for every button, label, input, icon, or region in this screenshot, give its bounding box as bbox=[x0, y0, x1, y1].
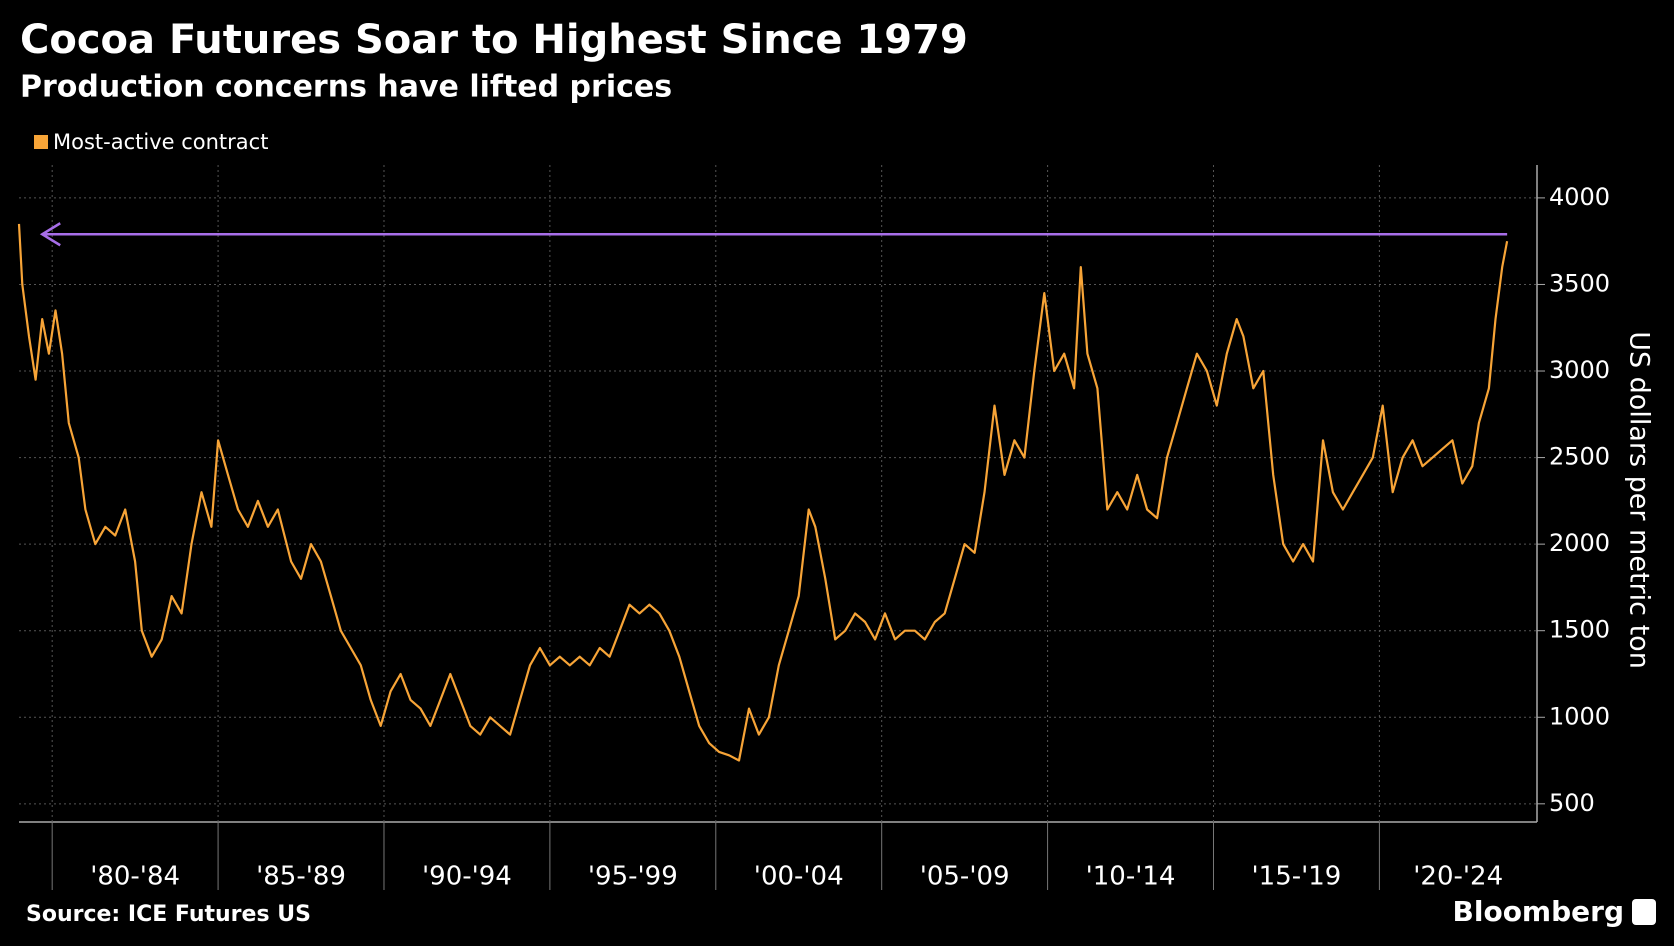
y-tick-label: 500 bbox=[1549, 789, 1595, 817]
price-line bbox=[17, 223, 1509, 762]
x-tick-label: '85-'89 bbox=[256, 862, 346, 892]
y-tick-label: 1500 bbox=[1549, 616, 1610, 644]
legend-label: Most-active contract bbox=[53, 130, 268, 154]
reference-arrowhead bbox=[39, 222, 61, 247]
x-tick-label: '15-'19 bbox=[1252, 862, 1342, 892]
x-tick-label: '90-'94 bbox=[422, 862, 512, 892]
x-tick-label: '95-'99 bbox=[588, 862, 678, 892]
brand: Bloomberg bbox=[1453, 895, 1624, 928]
y-tick-label: 3500 bbox=[1549, 269, 1610, 297]
x-tick-label: '00-'04 bbox=[754, 862, 844, 892]
x-tick-label: '20-'24 bbox=[1413, 862, 1503, 892]
y-tick-label: 3000 bbox=[1549, 356, 1610, 384]
brand-icon bbox=[1632, 899, 1656, 925]
chart-title: Cocoa Futures Soar to Highest Since 1979 bbox=[20, 17, 968, 63]
y-tick-label: 1000 bbox=[1549, 702, 1610, 730]
y-axis-label: US dollars per metric ton bbox=[1624, 331, 1655, 669]
legend-swatch bbox=[34, 135, 48, 149]
chart-subtitle: Production concerns have lifted prices bbox=[20, 70, 672, 105]
y-tick-label: 2500 bbox=[1549, 443, 1610, 471]
x-tick-label: '10-'14 bbox=[1086, 862, 1176, 892]
source: Source: ICE Futures US bbox=[26, 902, 311, 927]
x-tick-label: '05-'09 bbox=[920, 862, 1010, 892]
y-tick-label: 2000 bbox=[1549, 529, 1610, 557]
y-tick-label: 4000 bbox=[1549, 183, 1610, 211]
x-tick-label: '80-'84 bbox=[90, 862, 180, 892]
